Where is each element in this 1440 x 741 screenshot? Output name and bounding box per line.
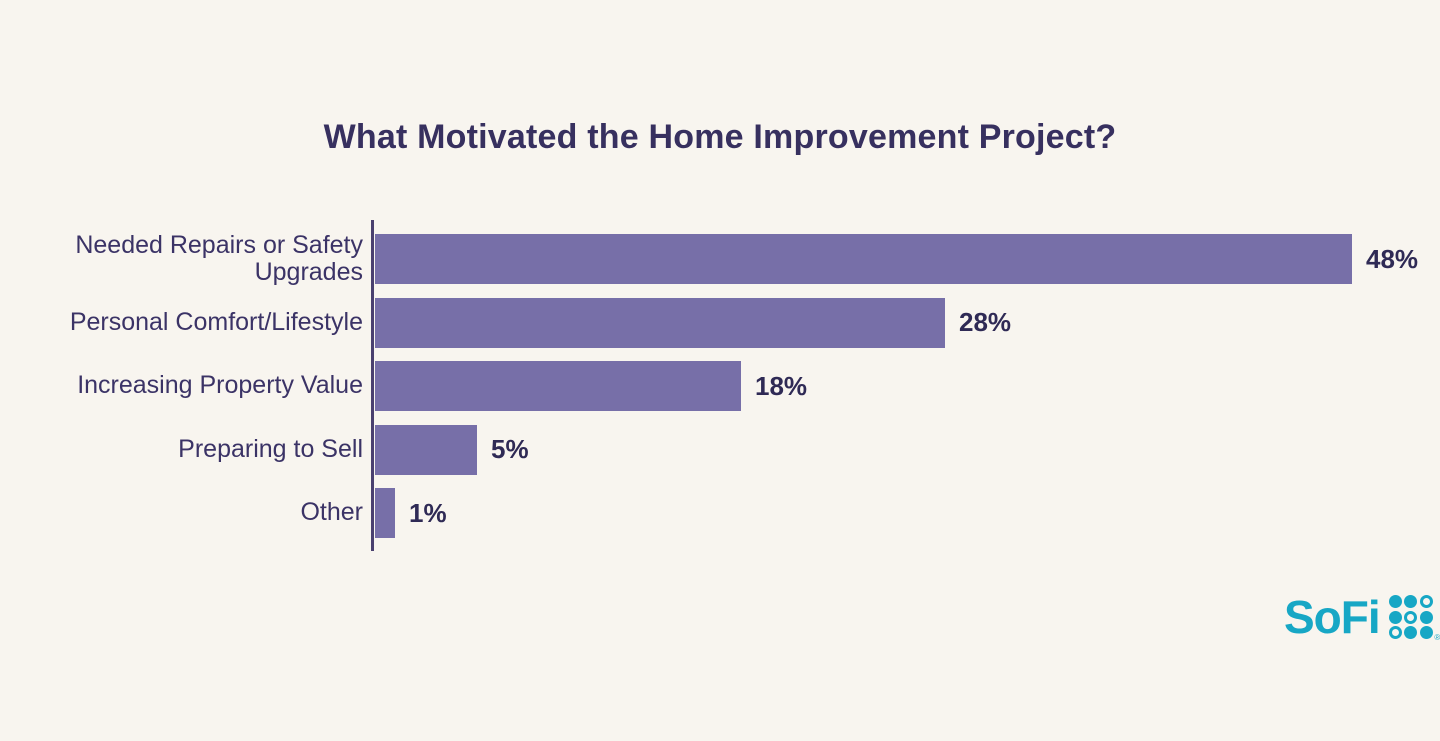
filled-dot-icon — [1404, 594, 1418, 608]
sofi-logo: SoFi ® — [1284, 591, 1440, 643]
bar-row: Other 1% — [0, 488, 1440, 538]
bar-row: Personal Comfort/Lifestyle 28% — [0, 297, 1440, 348]
filled-dot-icon — [1420, 610, 1434, 624]
ring-dot-icon — [1388, 626, 1402, 640]
value-label: 1% — [409, 497, 447, 528]
bar — [375, 361, 741, 411]
bar — [375, 297, 945, 348]
filled-dot-icon — [1388, 594, 1402, 608]
category-label: Other — [300, 498, 363, 527]
value-label: 18% — [755, 370, 808, 401]
ring-dot-icon — [1404, 610, 1418, 624]
category-label: Preparing to Sell — [178, 434, 363, 463]
filled-dot-icon — [1404, 626, 1418, 640]
bar — [375, 424, 477, 475]
bar-row: Preparing to Sell 5% — [0, 424, 1440, 475]
sofi-dot-grid-icon: ® — [1388, 594, 1440, 642]
filled-dot-icon — [1388, 610, 1402, 624]
sofi-logo-text: SoFi — [1284, 591, 1381, 643]
bar-chart: Needed Repairs or Safety Upgrades 48% Pers… — [0, 230, 1440, 552]
ring-dot-icon — [1420, 594, 1434, 608]
bar-row: Increasing Property Value 18% — [0, 361, 1440, 411]
bar — [375, 234, 1352, 284]
value-label: 5% — [491, 434, 529, 464]
value-label: 28% — [959, 307, 1012, 337]
category-label: Needed Repairs or Safety Upgrades — [75, 230, 363, 286]
filled-dot-icon — [1420, 626, 1434, 640]
bar-row: Needed Repairs or Safety Upgrades 48% — [0, 230, 1440, 286]
category-label: Personal Comfort/Lifestyle — [69, 307, 363, 336]
value-label: 48% — [1366, 243, 1419, 274]
trademark-symbol: ® — [1434, 633, 1440, 643]
bar — [375, 488, 395, 538]
y-axis-line — [371, 220, 374, 551]
category-label: Increasing Property Value — [77, 371, 363, 400]
chart-title: What Motivated the Home Improvement Proj… — [323, 118, 1117, 156]
